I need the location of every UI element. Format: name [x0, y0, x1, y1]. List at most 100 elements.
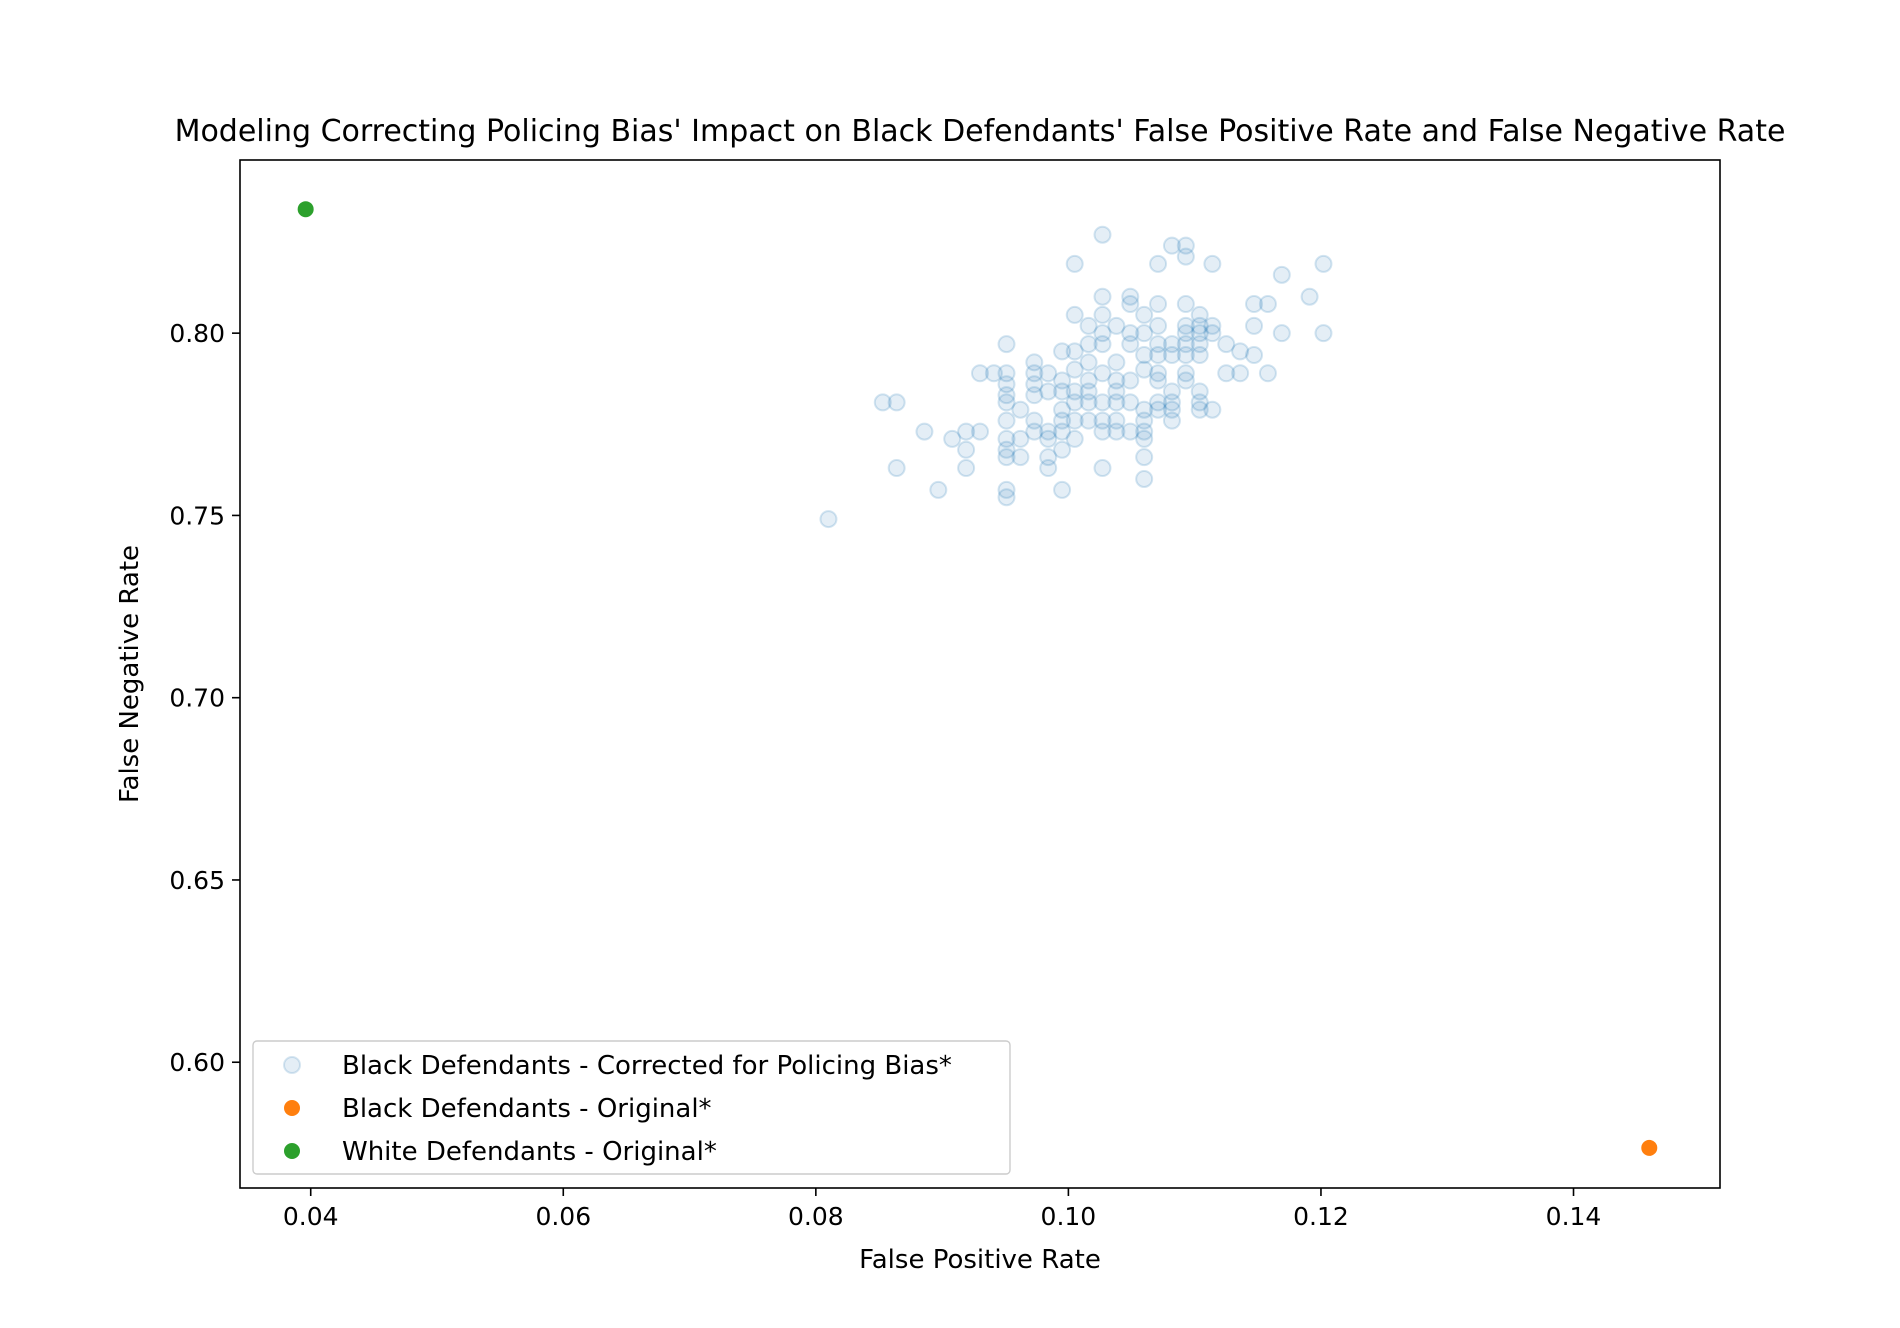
data-point-series-1	[1065, 342, 1084, 361]
legend-label-white-original: White Defendants - Original*	[342, 1137, 717, 1167]
data-point-series-1	[1065, 429, 1084, 448]
data-point-series-1	[1135, 346, 1154, 365]
data-point-series-1	[1190, 335, 1209, 354]
data-point-series-1	[984, 364, 1003, 383]
data-point-series-1	[1065, 360, 1084, 379]
data-point-series-1	[1135, 429, 1154, 448]
data-point-series-1	[1203, 324, 1222, 343]
data-point-series-1	[1107, 411, 1126, 430]
data-point-series-1	[1121, 294, 1140, 313]
data-point-series-1	[1053, 382, 1072, 401]
data-point-series-1	[1011, 400, 1030, 419]
legend-label-corrected: Black Defendants - Corrected for Policin…	[342, 1051, 952, 1081]
data-point-series-1	[1149, 254, 1168, 273]
data-point-series-1	[1162, 335, 1181, 354]
x-tick-label: 0.08	[788, 1202, 844, 1231]
data-point-series-1	[1176, 364, 1195, 383]
data-point-series-1	[1065, 305, 1084, 324]
data-point-series-1	[1093, 459, 1112, 478]
data-point-series-1	[997, 480, 1016, 499]
data-point-series-1	[1162, 393, 1181, 412]
x-tick-label: 0.14	[1546, 1202, 1602, 1231]
data-point-series-1	[1300, 287, 1319, 306]
data-point-series-1	[1203, 254, 1222, 273]
data-point-series-1	[1121, 287, 1140, 306]
data-point-series-1	[1079, 353, 1098, 372]
data-point-series-1	[1039, 382, 1058, 401]
y-tick-label: 0.65	[169, 866, 225, 895]
data-point-series-1	[1176, 371, 1195, 390]
data-point-series-1	[997, 448, 1016, 467]
data-point-series-1	[1039, 448, 1058, 467]
data-point-series-1	[1121, 422, 1140, 441]
data-point-series-1	[957, 440, 976, 459]
data-point-series-1	[1107, 371, 1126, 390]
data-point-series-1	[1135, 469, 1154, 488]
data-point-series-1	[1149, 364, 1168, 383]
data-point-series-1	[1053, 440, 1072, 459]
data-point-series-1	[1107, 353, 1126, 372]
data-point-series-1	[997, 411, 1016, 430]
legend-box	[252, 1040, 1011, 1175]
data-point-series-1	[957, 459, 976, 478]
data-point-series-1	[1025, 422, 1044, 441]
data-point-series-1	[1093, 422, 1112, 441]
x-tick-label: 0.10	[1041, 1202, 1097, 1231]
data-point-series-1	[1245, 346, 1264, 365]
data-point-series-1	[1039, 422, 1058, 441]
data-point-series-1	[1121, 324, 1140, 343]
data-point-series-1	[1093, 305, 1112, 324]
data-point-series-1	[1162, 382, 1181, 401]
legend: Black Defendants - Corrected for Policin…	[252, 1040, 1011, 1175]
data-point-series-1	[1093, 324, 1112, 343]
data-point-series-1	[1107, 422, 1126, 441]
data-point-series-1	[997, 429, 1016, 448]
data-point-series-1	[1314, 324, 1333, 343]
data-point-series-1	[943, 429, 962, 448]
legend-marker-black-original	[284, 1100, 300, 1116]
data-point-series-1	[1149, 400, 1168, 419]
data-point-series-1	[1149, 346, 1168, 365]
data-point-series-1	[1245, 316, 1264, 335]
data-point-series-1	[1079, 393, 1098, 412]
data-point-series-1	[1121, 393, 1140, 412]
data-point-series-1	[1039, 429, 1058, 448]
data-point-series-1	[1149, 316, 1168, 335]
data-point-series-1	[1203, 316, 1222, 335]
x-tick-label: 0.04	[283, 1202, 339, 1231]
data-point-series-1	[1258, 294, 1277, 313]
data-point-series-1	[1149, 371, 1168, 390]
data-point-series-1	[1065, 411, 1084, 430]
data-point-series-1	[1025, 364, 1044, 383]
data-point-series-1	[1176, 236, 1195, 255]
data-point-series-1	[997, 440, 1016, 459]
data-point-series-1	[1176, 346, 1195, 365]
data-point-series-1	[1039, 364, 1058, 383]
data-point-series-1	[1079, 411, 1098, 430]
data-point-series-1	[1135, 360, 1154, 379]
data-point-series-1	[1190, 305, 1209, 324]
data-point-series-1	[971, 422, 989, 441]
data-point-series-1	[1135, 305, 1154, 324]
data-point-series-1	[1190, 346, 1209, 365]
data-point-series-1	[997, 386, 1016, 405]
data-point-series-1	[1053, 411, 1072, 430]
data-point-series-1	[1231, 364, 1250, 383]
data-point-series-1	[1149, 393, 1168, 412]
data-point-series-1	[1053, 422, 1072, 441]
x-axis-ticks: 0.04 0.06 0.08 0.10 0.12 0.14	[283, 1188, 1601, 1231]
data-point-series-1	[1065, 393, 1084, 412]
data-point-series-1	[1135, 324, 1154, 343]
data-point-series-1	[1025, 386, 1044, 405]
data-point-series-1	[1190, 382, 1209, 401]
data-point-series-1	[1107, 393, 1126, 412]
legend-label-black-original: Black Defendants - Original*	[342, 1094, 712, 1124]
data-point-series-1	[1025, 411, 1044, 430]
data-point-series-1	[997, 393, 1016, 412]
data-point-series-1	[1065, 254, 1084, 273]
data-point-series-1	[1272, 265, 1291, 284]
data-point-series-1	[1053, 342, 1072, 361]
plot-frame	[239, 159, 1721, 1189]
data-point-series-1	[1011, 429, 1030, 448]
